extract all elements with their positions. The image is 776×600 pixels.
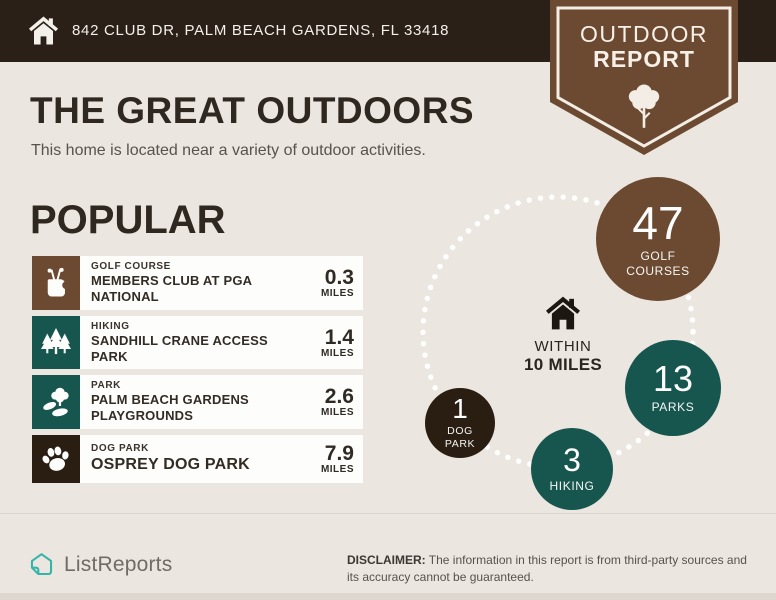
listreports-house-icon — [30, 553, 53, 576]
item-distance: 7.9 MILES — [320, 442, 354, 476]
disclaimer-label: DISCLAIMER: — [347, 553, 426, 567]
popular-list: GOLF COURSE MEMBERS CLUB AT PGA NATIONAL… — [32, 256, 363, 489]
disclaimer: DISCLAIMER: The information in this repo… — [347, 552, 753, 586]
tree-icon — [628, 84, 660, 128]
list-item-dog-park: DOG PARK OSPREY DOG PARK 7.9 MILES — [32, 435, 363, 484]
disclaimer-text: The information in this report is from t… — [347, 553, 747, 585]
home-icon — [546, 296, 580, 330]
stat-bubble-parks: 13 PARKS — [625, 340, 721, 436]
item-category: PARK — [91, 380, 121, 392]
bottom-strip — [0, 593, 776, 600]
page-title: THE GREAT OUTDOORS — [30, 90, 475, 131]
brand-name: ListReports — [64, 552, 173, 576]
within-radius-label: WITHIN 10 MILES — [503, 296, 623, 375]
list-item-golf-course: GOLF COURSE MEMBERS CLUB AT PGA NATIONAL… — [32, 256, 363, 310]
badge-shape — [550, 0, 738, 155]
item-name: PALM BEACH GARDENS PLAYGROUNDS — [91, 392, 249, 424]
item-category: HIKING — [91, 320, 130, 332]
property-address: 842 CLUB DR, PALM BEACH GARDENS, FL 3341… — [72, 22, 450, 39]
badge-title-line1: OUTDOOR — [579, 21, 709, 47]
item-distance: 1.4 MILES — [320, 325, 354, 359]
stat-bubble-hiking: 3 HIKING — [531, 428, 613, 510]
page-subtitle: This home is located near a variety of o… — [31, 142, 426, 159]
list-item-park: PARK PALM BEACH GARDENS PLAYGROUNDS 2.6 … — [32, 375, 363, 430]
item-distance: 0.3 MILES — [320, 265, 354, 299]
footer: ListReports DISCLAIMER: The information … — [0, 513, 776, 600]
item-name: MEMBERS CLUB AT PGA NATIONAL — [91, 273, 252, 304]
badge-title-line2: REPORT — [593, 46, 695, 72]
item-distance: 2.6 MILES — [320, 385, 354, 419]
home-icon — [28, 16, 59, 45]
stat-bubble-golf-courses: 47 GOLF COURSES — [596, 177, 720, 301]
outdoor-report-badge: OUTDOOR REPORT — [550, 0, 738, 158]
item-category: GOLF COURSE — [91, 261, 171, 272]
stat-bubble-dog-park: 1 DOG PARK — [425, 388, 495, 458]
popular-heading: POPULAR — [30, 198, 226, 242]
item-category: DOG PARK — [91, 443, 149, 455]
park-path-icon — [32, 375, 80, 430]
paw-icon — [32, 435, 80, 484]
item-name: OSPREY DOG PARK — [91, 456, 250, 474]
list-item-hiking: HIKING SANDHILL CRANE ACCESS PARK 1.4 MI… — [32, 315, 363, 370]
listreports-logo: ListReports — [28, 551, 172, 578]
golf-bag-icon — [32, 256, 80, 310]
pine-trees-icon — [32, 315, 80, 370]
item-name: SANDHILL CRANE ACCESS PARK — [91, 332, 268, 364]
